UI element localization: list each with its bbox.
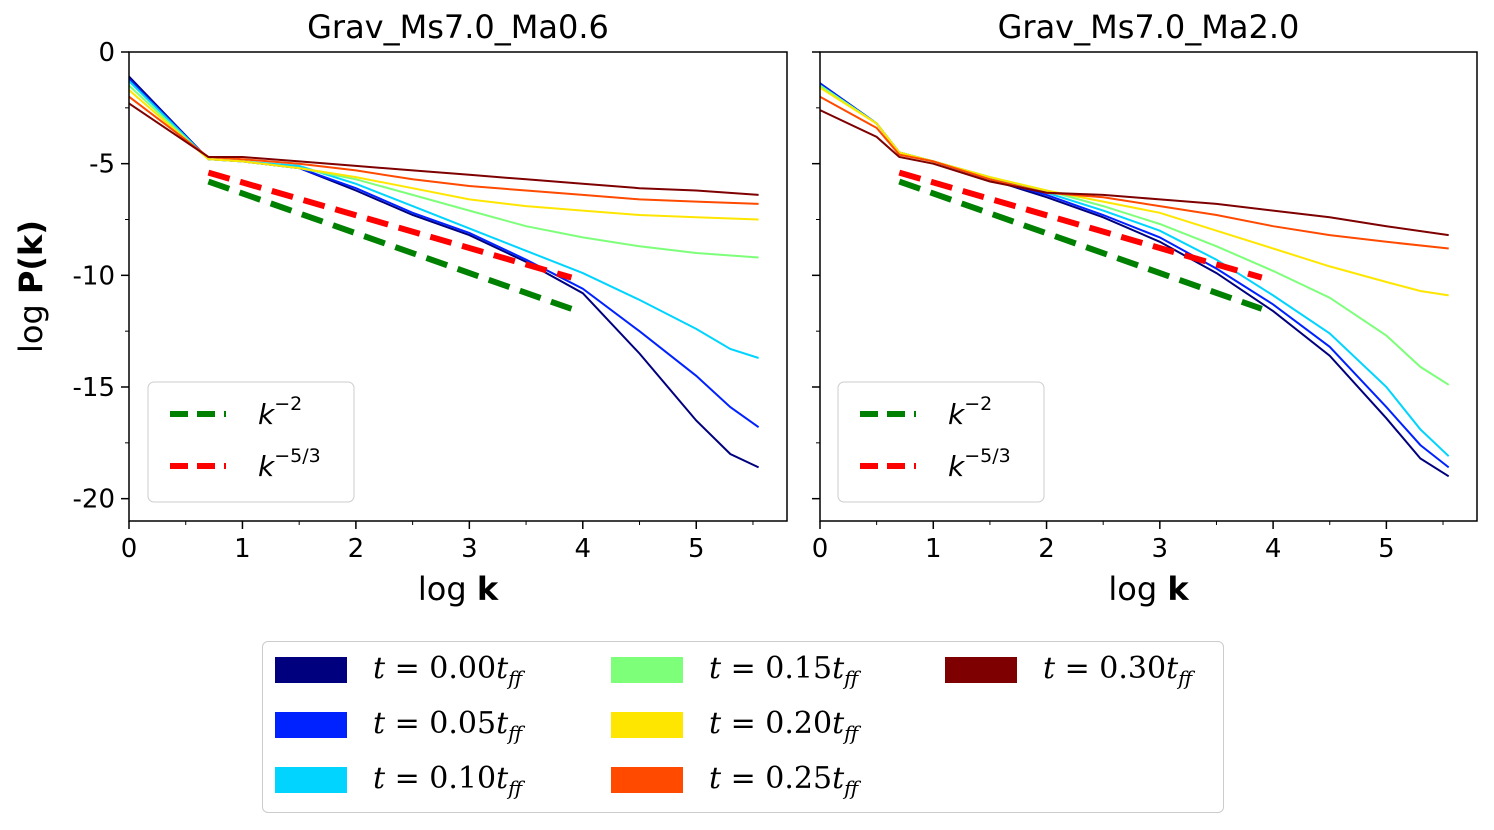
series-line-t0.25	[819, 95, 1449, 250]
reference-legend: k−2 k−5/3	[837, 381, 1045, 503]
reference-legend: k−2 k−5/3	[147, 381, 355, 503]
series-line-t0.10	[128, 80, 759, 359]
legend-item-t0.25: t = 0.25tff	[611, 760, 858, 800]
legend-label: t = 0.25tff	[709, 760, 859, 800]
x-tick-label: 5	[1378, 534, 1395, 564]
x-tick-label: 4	[575, 534, 592, 564]
legend-item-t0.30: t = 0.30tff	[945, 650, 1192, 690]
legend-swatch	[275, 712, 347, 738]
legend-swatch	[611, 712, 683, 738]
legend-item-t0.15: t = 0.15tff	[611, 650, 858, 690]
legend-box	[147, 381, 355, 503]
x-tick-label: 2	[1038, 534, 1055, 564]
series-line-t0.15	[128, 84, 759, 259]
y-axis-label: log P(k)	[12, 220, 50, 353]
legend-label: k−5/3	[948, 445, 1011, 483]
x-tick-label: 5	[688, 534, 705, 564]
legend-label: t = 0.20tff	[709, 705, 859, 745]
y-tick-label: -5	[89, 150, 115, 180]
reference-line-k-minus-2	[207, 178, 573, 312]
chart-title: Grav_Ms7.0_Ma0.6	[307, 8, 609, 46]
series-line-t0.20	[128, 89, 759, 221]
legend-swatch	[275, 767, 347, 793]
x-tick-label: 0	[121, 534, 138, 564]
legend-swatch	[611, 767, 683, 793]
legend-item-t0.00: t = 0.00tff	[275, 650, 522, 690]
y-tick-label: -15	[73, 373, 115, 403]
y-tick-label: 0	[98, 38, 115, 68]
y-tick-label: -10	[73, 261, 115, 291]
reference-line-k-minus-5-3	[898, 169, 1263, 281]
legend-label: k−2	[948, 393, 992, 431]
x-tick-label: 3	[1152, 534, 1169, 564]
legend-item-t0.05: t = 0.05tff	[275, 705, 522, 745]
series-line-t0.20	[819, 86, 1449, 297]
chart-title: Grav_Ms7.0_Ma2.0	[998, 8, 1300, 46]
plot-frame	[128, 51, 788, 522]
reference-line-k-minus-5-3	[207, 169, 573, 281]
x-tick-label: 4	[1265, 534, 1282, 564]
legend-label: t = 0.00tff	[373, 650, 523, 690]
x-tick-label: 2	[348, 534, 365, 564]
x-axis-label: log k	[1108, 570, 1189, 608]
legend-swatch	[611, 657, 683, 683]
series-line-t0.25	[128, 95, 759, 205]
legend-swatch	[275, 657, 347, 683]
panel-left: Grav_Ms7.0_Ma0.6 0 1 2 3 4 5 0 -5 -10 -15 -20 log k l…	[12, 8, 788, 608]
legend-label: t = 0.15tff	[709, 650, 859, 690]
legend-item-t0.20: t = 0.20tff	[611, 705, 858, 745]
legend-label: k−2	[258, 393, 302, 431]
panel-right: Grav_Ms7.0_Ma2.0 0 1 2 3 4 5 log k k−2 k−5/3	[812, 8, 1478, 608]
series-line-t0.30	[128, 102, 759, 196]
legend-label: t = 0.05tff	[373, 705, 523, 745]
series-line-t0.15	[819, 84, 1450, 386]
x-tick-label: 0	[812, 534, 829, 564]
legend-item-t0.10: t = 0.10tff	[275, 760, 522, 800]
x-axis-label: log k	[418, 570, 499, 608]
legend-swatch	[945, 657, 1017, 683]
x-tick-label: 1	[234, 534, 251, 564]
legend-label: k−5/3	[258, 445, 321, 483]
legend-box	[837, 381, 1045, 503]
legend-label: t = 0.10tff	[373, 760, 523, 800]
series-line-t0.30	[819, 109, 1449, 237]
time-legend: t = 0.00tff t = 0.05tff t = 0.10tff t = 0.1…	[262, 641, 1224, 813]
x-tick-label: 1	[925, 534, 942, 564]
legend-label: t = 0.30tff	[1043, 650, 1193, 690]
plot-frame	[819, 51, 1478, 522]
x-tick-label: 3	[461, 534, 478, 564]
series-line-t0.05	[128, 78, 760, 429]
y-tick-label: -20	[73, 485, 115, 515]
